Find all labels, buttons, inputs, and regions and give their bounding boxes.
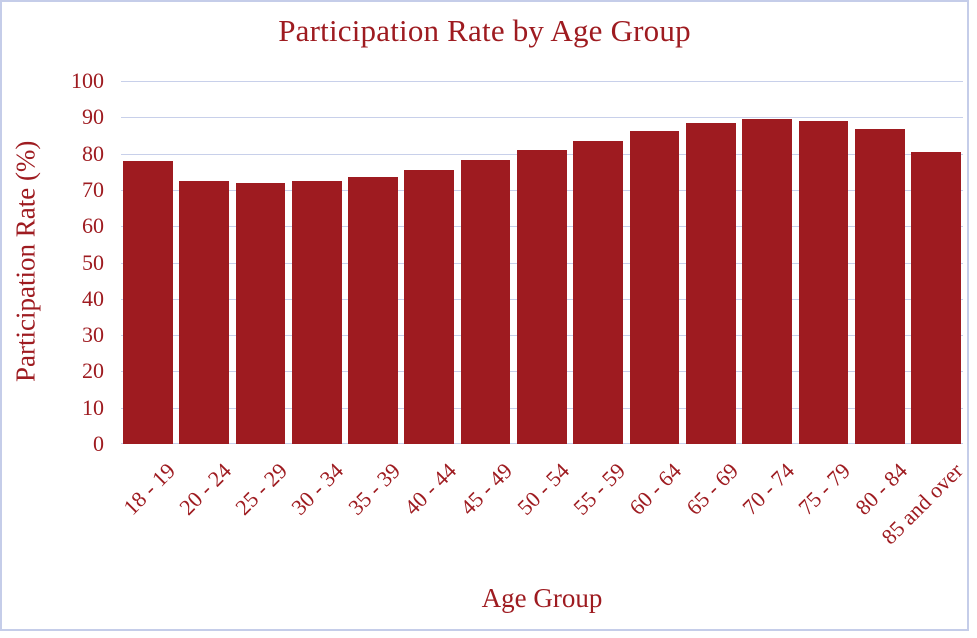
x-axis-title: Age Group	[481, 583, 603, 613]
x-tick-label-40---44: 40 - 44	[399, 458, 462, 520]
y-tick-label-40: 40	[82, 285, 104, 311]
bar-65---69	[685, 123, 736, 444]
bar-25---29	[235, 183, 286, 444]
y-tick-label-50: 50	[82, 249, 104, 275]
x-tick-label-20---24: 20 - 24	[174, 458, 236, 520]
y-tick-label-80: 80	[82, 140, 104, 166]
y-axis-ticks: 0 10 20 30 40 50 60 70 80 90 100	[2, 68, 104, 456]
bar-55---59	[573, 140, 624, 444]
y-tick-label-90: 90	[82, 104, 104, 130]
x-tick-label-25---29: 25 - 29	[230, 458, 293, 520]
gridline-100	[121, 81, 963, 82]
bar-70---74	[742, 118, 792, 444]
x-tick-label-70---74: 70 - 74	[737, 458, 799, 520]
bar-20---24	[179, 181, 229, 444]
bar-60---64	[629, 131, 680, 444]
x-tick-label-65---69: 65 - 69	[680, 458, 743, 520]
chart-title: Participation Rate by Age Group	[278, 13, 691, 48]
y-tick-label-20: 20	[82, 358, 104, 384]
y-tick-label-100: 100	[71, 68, 104, 93]
x-tick-label-35---39: 35 - 39	[343, 458, 405, 520]
x-tick-label-30---34: 30 - 34	[286, 458, 349, 520]
bar-18---19	[123, 160, 173, 444]
x-tick-label-60---64: 60 - 64	[624, 458, 687, 520]
y-tick-label-70: 70	[82, 176, 104, 202]
bar-75---79	[798, 120, 849, 444]
plot-area	[121, 81, 963, 444]
x-axis-ticks: 18 - 19 20 - 24 25 - 29 30 - 34 35 - 39 40 - …	[117, 450, 968, 575]
x-tick-label-45---49: 45 - 49	[455, 458, 518, 520]
bar-35---39	[348, 177, 398, 444]
bar-85-and-over	[911, 152, 961, 444]
x-tick-label-55---59: 55 - 59	[568, 458, 630, 520]
bar-80---84	[854, 129, 905, 444]
y-tick-label-60: 60	[82, 213, 104, 239]
bar-45---49	[460, 160, 511, 444]
x-tick-label-75---79: 75 - 79	[793, 458, 856, 520]
x-tick-label-18---19: 18 - 19	[117, 458, 180, 520]
bar-30---34	[291, 181, 342, 444]
bar-50---54	[517, 150, 567, 444]
y-tick-label-10: 10	[82, 394, 104, 420]
y-tick-label-30: 30	[82, 322, 104, 348]
x-tick-label-50---54: 50 - 54	[511, 458, 574, 520]
bar-40---44	[404, 170, 455, 444]
bar-series	[121, 81, 963, 444]
y-tick-label-0: 0	[93, 431, 104, 456]
gridline-90	[121, 117, 963, 118]
